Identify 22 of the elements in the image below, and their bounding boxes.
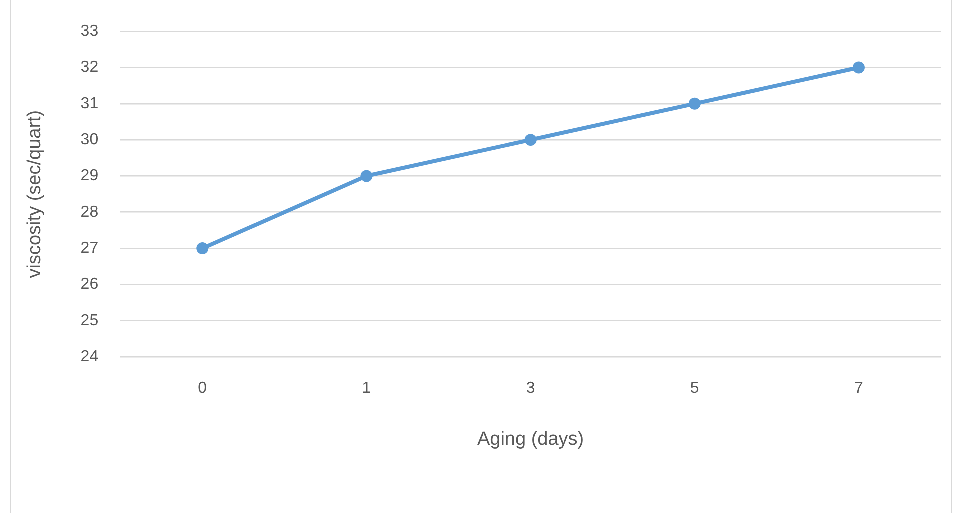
y-tick-label: 26 (80, 276, 99, 294)
y-axis-title: viscosity (sec/quart) (24, 110, 46, 278)
y-tick-label: 29 (80, 168, 99, 185)
point (524, 134, 537, 146)
y-tick-label: 32 (80, 59, 99, 76)
y-tick-label: 25 (80, 312, 99, 330)
y-tick-label: 28 (80, 204, 99, 221)
point (196, 242, 209, 255)
x-tick-label: 7 (854, 380, 864, 398)
x-tick-label: 3 (526, 380, 536, 398)
x-tick-label: 1 (362, 380, 372, 398)
point (688, 98, 701, 110)
x-axis-title: Aging (days) (477, 428, 584, 450)
x-tick-label: 5 (690, 380, 700, 398)
y-tick-label: 31 (80, 95, 99, 112)
y-tick-label: 30 (80, 131, 99, 148)
x-tick-label: 0 (198, 380, 208, 398)
y-tick-label: 24 (80, 348, 99, 366)
point (360, 170, 373, 182)
point (852, 62, 865, 74)
y-tick-label: 27 (80, 240, 99, 257)
y-tick-label: 33 (80, 23, 99, 40)
